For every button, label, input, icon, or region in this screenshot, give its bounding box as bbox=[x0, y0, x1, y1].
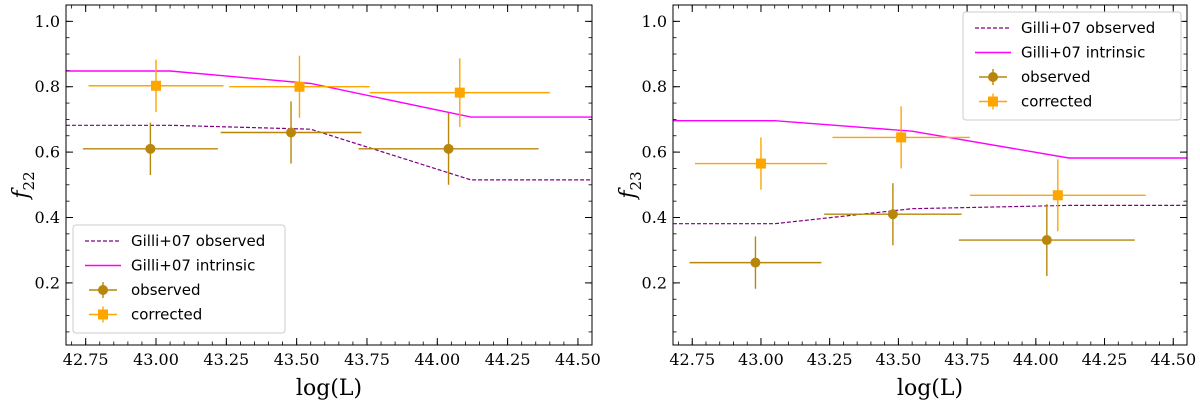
gilli-intrinsic-line bbox=[66, 70, 592, 118]
corrected-point bbox=[1052, 190, 1063, 201]
x-tick-label: 43.00 bbox=[738, 350, 784, 369]
observed-point bbox=[443, 143, 454, 154]
x-tick-label: 43.75 bbox=[944, 350, 990, 369]
observed-point bbox=[145, 143, 156, 154]
x-tick-label: 44.00 bbox=[1013, 350, 1059, 369]
observed-point bbox=[750, 257, 761, 268]
y-tick-label: 1.0 bbox=[642, 12, 667, 31]
observed-point bbox=[286, 127, 297, 138]
corrected-point bbox=[151, 80, 162, 91]
x-tick-label: 42.75 bbox=[669, 350, 715, 369]
x-axis-label: log(L) bbox=[897, 376, 963, 401]
x-tick-label: 44.50 bbox=[555, 350, 601, 369]
plot-frame bbox=[65, 4, 593, 346]
legend-label: Gilli+07 observed bbox=[131, 232, 265, 250]
legend-label: corrected bbox=[1021, 93, 1092, 111]
legend-label: corrected bbox=[131, 306, 202, 324]
legend-label: observed bbox=[1021, 68, 1091, 86]
x-tick-label: 44.25 bbox=[485, 350, 531, 369]
x-tick-label: 43.25 bbox=[807, 350, 853, 369]
y-axis-label-subscript: 22 bbox=[20, 171, 38, 190]
legend-handle-marker bbox=[988, 72, 998, 82]
legend-label: Gilli+07 observed bbox=[1021, 19, 1155, 37]
x-tick-label: 44.50 bbox=[1150, 350, 1196, 369]
legend-handle-marker bbox=[98, 309, 108, 320]
legend-box bbox=[962, 11, 1182, 121]
y-tick-label: 0.8 bbox=[35, 77, 60, 96]
y-tick-label: 0.4 bbox=[642, 208, 667, 227]
legend-handle-marker bbox=[98, 285, 108, 295]
legend-label: Gilli+07 intrinsic bbox=[131, 257, 255, 275]
y-tick-label: 0.4 bbox=[35, 208, 60, 227]
legend-label: observed bbox=[131, 281, 201, 299]
x-tick-label: 43.25 bbox=[203, 350, 249, 369]
legend-box bbox=[72, 224, 286, 334]
gilli-observed-line bbox=[673, 204, 1187, 225]
y-axis-label-subscript: 23 bbox=[627, 171, 645, 190]
corrected-point bbox=[454, 87, 465, 98]
x-tick-label: 43.75 bbox=[344, 350, 390, 369]
chart-panel-f22: 42.75 43.00 43.25 43.50 43.75 44.00 44.25 44.50… bbox=[9, 4, 601, 401]
gilli-intrinsic-line bbox=[673, 119, 1187, 159]
x-tick-label: 43.00 bbox=[133, 350, 179, 369]
corrected-point bbox=[755, 158, 766, 169]
x-tick-label: 42.75 bbox=[63, 350, 109, 369]
x-tick-label: 43.50 bbox=[875, 350, 921, 369]
legend-handle-marker bbox=[988, 96, 998, 107]
gilli-observed-line bbox=[66, 124, 592, 181]
observed-point bbox=[1041, 235, 1052, 246]
y-tick-label: 0.8 bbox=[642, 77, 667, 96]
chart-panel-f23: 42.75 43.00 43.25 43.50 43.75 44.00 44.25 44.50… bbox=[616, 4, 1196, 401]
y-tick-label: 0.2 bbox=[642, 273, 667, 292]
y-axis-label: f22 bbox=[9, 171, 38, 200]
y-tick-label: 0.6 bbox=[35, 143, 60, 162]
x-tick-label: 44.25 bbox=[1082, 350, 1128, 369]
y-tick-label: 0.6 bbox=[642, 143, 667, 162]
y-axis-label: f23 bbox=[616, 171, 645, 200]
observed-point bbox=[887, 209, 898, 220]
y-tick-label: 1.0 bbox=[35, 12, 60, 31]
plot-frame bbox=[672, 4, 1188, 346]
y-tick-label: 0.2 bbox=[35, 273, 60, 292]
x-tick-label: 44.00 bbox=[414, 350, 460, 369]
corrected-point bbox=[294, 81, 305, 92]
x-tick-label: 43.50 bbox=[274, 350, 320, 369]
legend-label: Gilli+07 intrinsic bbox=[1021, 44, 1145, 62]
corrected-point bbox=[896, 132, 907, 143]
x-axis-label: log(L) bbox=[296, 376, 362, 401]
